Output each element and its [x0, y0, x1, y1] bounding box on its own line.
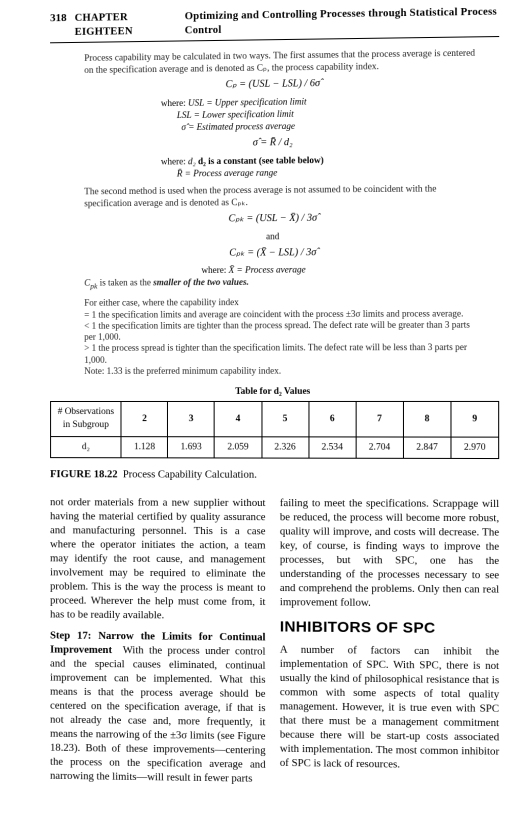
page-header: 318 CHAPTER EIGHTEEN Optimizing and Cont… — [50, 4, 499, 43]
table-row: d₂ 1.1281.6932.0592.3262.5342.7042.8472.… — [51, 436, 499, 459]
step-num: Step 17: — [50, 630, 91, 641]
table-cell: 2.847 — [403, 437, 451, 459]
where-d2: d₂ d₂ is a constant (see table below) — [188, 155, 324, 166]
table-cell: 3 — [168, 402, 215, 436]
body-text: A number of factors can inhibit the impl… — [280, 643, 499, 773]
chapter-title: Optimizing and Controlling Processes thr… — [185, 5, 499, 38]
table-cell: 6 — [309, 402, 356, 437]
figure-label: FIGURE 18.22 — [50, 469, 117, 480]
chapter-label: CHAPTER EIGHTEEN — [75, 10, 177, 40]
left-column: not order materials from a new supplier … — [50, 496, 265, 793]
step-body: With the process under control and the s… — [50, 645, 265, 784]
where-lsl: LSL = Lower specification limit — [177, 109, 294, 120]
where-label-2: where: — [161, 156, 186, 166]
table-cell: 2.326 — [261, 436, 308, 458]
note-133: Note: 1.33 is the preferred minimum capa… — [84, 365, 478, 377]
formula-cpk1: Cₚₖ = (USL − X̄) / 3σ̂ — [50, 210, 499, 227]
intro-text: Process capability may be calculated in … — [84, 48, 478, 76]
where-r: R̄ = Process average range — [177, 167, 277, 178]
where-x: X̄ = Process average — [229, 265, 306, 275]
case-lt1: < 1 the specification limits are tighter… — [84, 319, 478, 343]
where-label-3: where: — [201, 265, 226, 275]
table-caption: Table for d₂ Values — [50, 385, 499, 398]
table-cell: 1.128 — [121, 436, 168, 458]
table-cell: 2.704 — [356, 436, 403, 458]
table-cell: 2 — [121, 402, 168, 436]
table-cell: 7 — [356, 402, 403, 437]
and-label: and — [50, 228, 499, 243]
table-cell: 9 — [451, 402, 499, 437]
formula-sigma: σ̂ = R̄ / d₂ — [50, 134, 499, 152]
step-17: Step 17: Narrow the Limits for Continual… — [50, 629, 265, 786]
table-cell: 1.693 — [168, 436, 215, 458]
smaller-note: Cpk is taken as the smaller of the two v… — [84, 275, 478, 292]
d2-table: # Observations in Subgroup 23456789 d₂ 1… — [50, 401, 499, 459]
formula-cp: Cₚ = (USL − LSL) / 6σ̂ — [50, 75, 499, 94]
where-block-1: where: USL = Upper specification limit L… — [161, 93, 499, 134]
table-cell: 4 — [215, 402, 262, 436]
case-eq1: = 1 the specification limits and average… — [84, 308, 478, 321]
figure-caption: FIGURE 18.22 Process Capability Calculat… — [50, 468, 499, 484]
where-block-2: where: d₂ d₂ is a constant (see table be… — [161, 152, 499, 180]
second-method-text: The second method is used when the proce… — [84, 183, 478, 209]
table-cell: 5 — [261, 402, 308, 437]
table-cell: 2.534 — [309, 436, 356, 458]
right-column: failing to meet the specifications. Scra… — [280, 497, 499, 797]
figure-text: Process Capability Calculation. — [123, 469, 257, 480]
table-cell: 2.970 — [451, 437, 499, 459]
body-text: failing to meet the specifications. Scra… — [280, 497, 499, 612]
body-text: not order materials from a new supplier … — [50, 496, 265, 624]
row-label-2: d₂ — [51, 436, 122, 458]
formula-cpk2: Cₚₖ = (X̄ − LSL) / 3σ̂ — [50, 245, 499, 261]
row-label-1: # Observations in Subgroup — [51, 402, 122, 436]
two-column-body: not order materials from a new supplier … — [50, 496, 499, 797]
case-gt1: > 1 the process spread is tighter than t… — [84, 342, 478, 365]
page-number: 318 — [50, 11, 67, 26]
where-sigma: σ̂ = Estimated process average — [181, 121, 295, 132]
table-cell: 8 — [403, 402, 451, 437]
table-cell: 2.059 — [215, 436, 262, 458]
where-label: where: — [161, 98, 186, 108]
where-usl: USL = Upper specification limit — [188, 96, 307, 107]
table-row: # Observations in Subgroup 23456789 — [51, 402, 499, 437]
section-heading: INHIBITORS OF SPC — [280, 617, 499, 639]
either-case-block: For either case, where the capability in… — [84, 296, 478, 377]
